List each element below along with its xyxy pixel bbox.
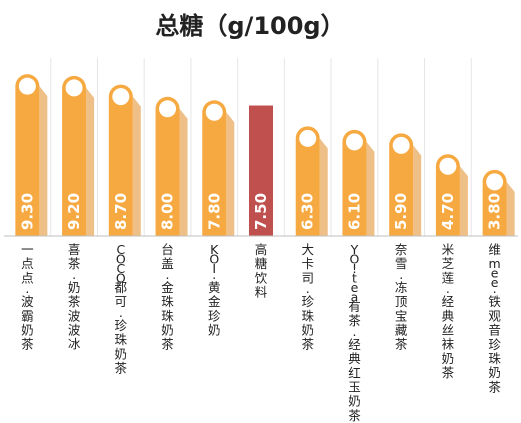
bar-shadow — [459, 166, 468, 236]
bar-cap-dot — [299, 129, 317, 147]
value-label: 3.80 — [486, 193, 504, 230]
bar-group: 4.70 — [435, 154, 468, 236]
value-label: 6.30 — [299, 193, 317, 230]
bar — [389, 133, 414, 236]
bar-group: 9.20 — [62, 75, 95, 236]
bar-group: 5.90 — [389, 133, 422, 236]
bar-group: 6.10 — [342, 129, 375, 236]
bar — [435, 154, 460, 236]
bar-shadow — [413, 145, 422, 236]
bar-shadow — [226, 112, 235, 236]
category-label: 高糖饮料 — [255, 242, 268, 300]
bar-group: 3.80 — [482, 169, 515, 236]
category-label: C O C O 都可·珍珠奶茶 — [115, 242, 128, 376]
grid-lines — [50, 58, 472, 236]
category-label: Y O! t e a 有茶·经典红玉奶茶 — [348, 242, 361, 423]
category-label: 大卡司·珍珠奶茶 — [301, 242, 314, 352]
bar — [342, 129, 367, 236]
bar-cap-dot — [112, 88, 130, 106]
value-label: 9.20 — [65, 193, 83, 230]
bar-shadow — [132, 96, 141, 237]
bar — [295, 126, 320, 236]
bar-cap-dot — [439, 157, 457, 175]
bar-cap-dot — [159, 100, 177, 118]
value-label: 5.90 — [392, 193, 410, 230]
bar-group: 7.50 — [249, 105, 273, 236]
category-label: 一点点·波霸奶茶 — [21, 242, 34, 352]
bar-cap-dot — [18, 77, 36, 95]
category-label: 米芝莲·经典丝袜奶茶 — [442, 242, 455, 380]
bar-group: 6.30 — [295, 126, 328, 236]
bar-cap-dot — [392, 136, 410, 154]
value-label: 8.00 — [159, 193, 177, 230]
category-label: 维 m e e ·铁观音珍珠奶茶 — [488, 242, 501, 394]
category-label: 喜茶·奶茶波波冰 — [68, 242, 81, 352]
bar — [249, 105, 273, 236]
bar-shadow — [39, 86, 48, 237]
bar-cap-dot — [205, 103, 223, 121]
bar-group: 8.70 — [108, 84, 141, 237]
category-label: K O I ·黄金珍奶 — [208, 242, 221, 338]
bar-shadow — [179, 108, 188, 236]
value-label: 8.70 — [112, 193, 130, 230]
category-label: 台盖·金珠珠奶茶 — [161, 242, 174, 352]
bars-group: 9.30 9.20 8.70 8.00 7.80 7.50 6.30 6.10 5.90 4.70… — [15, 74, 515, 237]
bar-shadow — [366, 141, 375, 236]
bar — [155, 96, 180, 236]
value-label: 4.70 — [439, 193, 457, 230]
category-label: 奈雪·冻顶宝藏茶 — [395, 242, 408, 352]
bar-cap-dot — [486, 173, 504, 191]
bar — [108, 84, 133, 236]
bar-group: 9.30 — [15, 74, 48, 237]
bar-cap-dot — [345, 133, 363, 151]
bar-shadow — [86, 87, 95, 236]
bar-cap-dot — [65, 79, 83, 97]
value-label: 7.80 — [205, 193, 223, 230]
bar-shadow — [506, 181, 515, 236]
bar-shadow — [319, 138, 328, 236]
bar — [202, 100, 227, 236]
bar — [62, 75, 87, 236]
chart-title: 总糖（g/100g） — [155, 12, 344, 40]
value-label: 9.30 — [18, 193, 36, 230]
bar-group: 8.00 — [155, 96, 188, 236]
value-label: 6.10 — [345, 193, 363, 230]
value-label: 7.50 — [252, 193, 270, 230]
bar — [15, 74, 40, 237]
bar-group: 7.80 — [202, 100, 235, 236]
category-labels: 一点点·波霸奶茶 喜茶·奶茶波波冰 C O C O 都可·珍珠奶茶 台盖·金珠珠奶茶 K O I ·黄… — [21, 242, 501, 423]
